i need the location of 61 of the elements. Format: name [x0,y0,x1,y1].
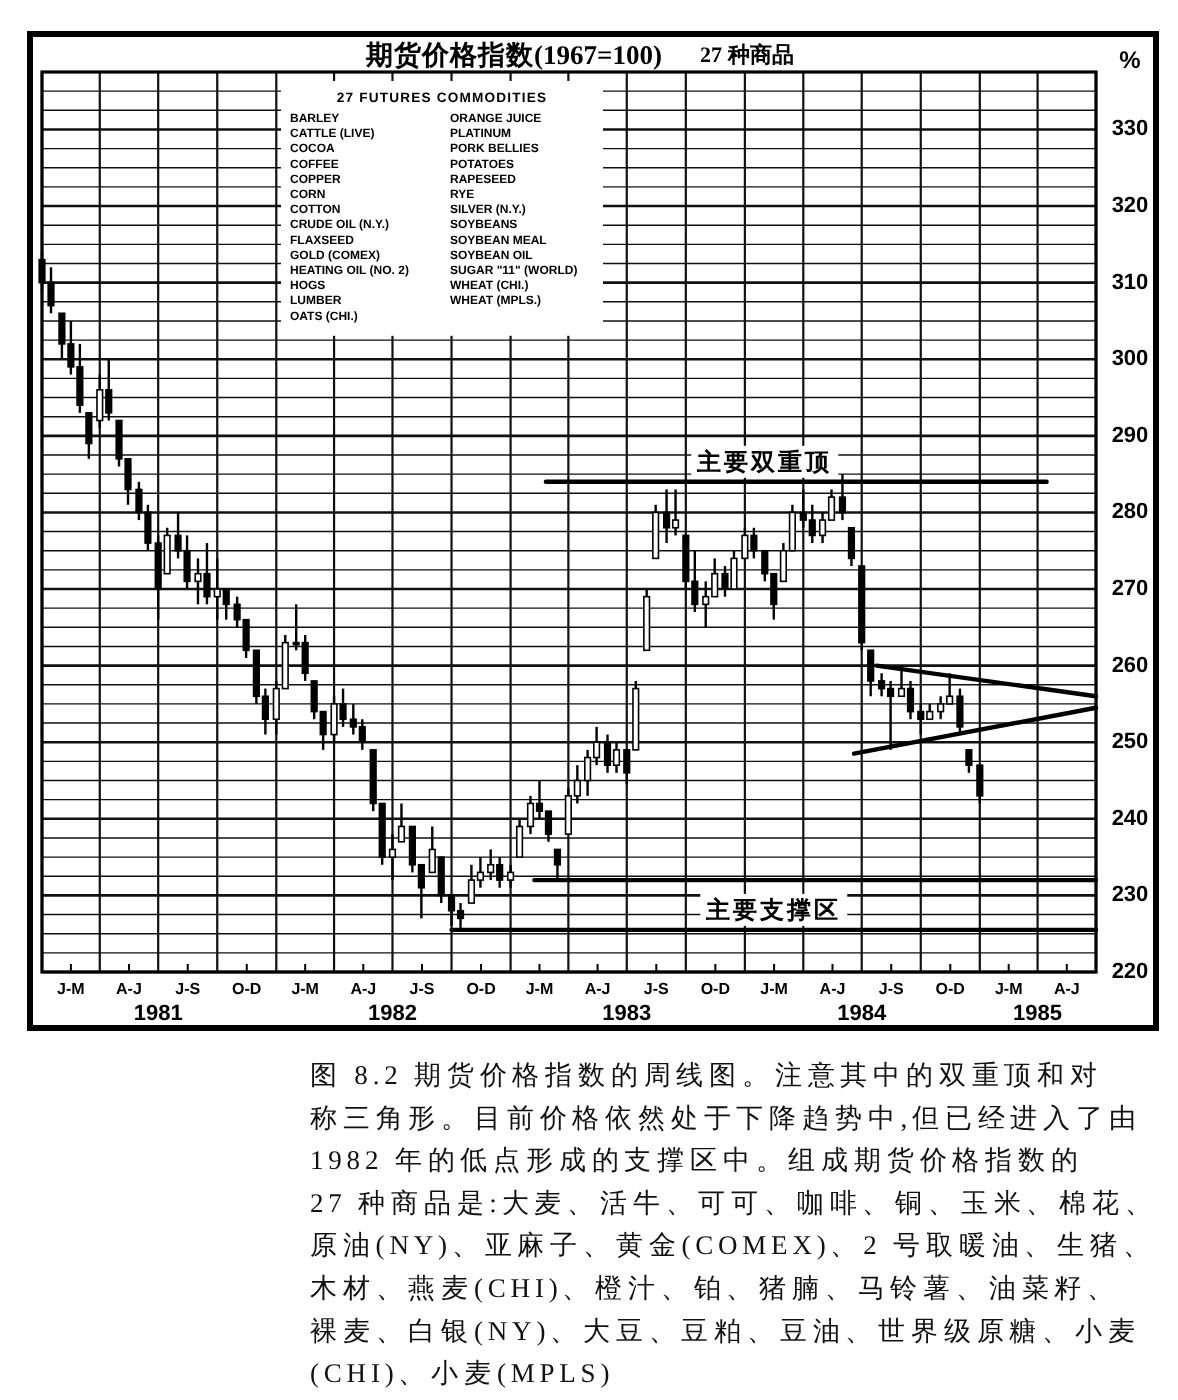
candlestick [397,802,406,843]
text: J-S [878,980,906,998]
candlestick [96,373,104,430]
text: O-D [466,980,497,998]
text: J-M [525,980,554,998]
annotation: 主要支撑区 [704,895,842,924]
x-tick-label: 1983 [602,1002,652,1026]
caption: 图 8.2 期货价格指数的周线图。注意其中的双重顶和对称三角形。目前价格依然处于下降趋势中,但已经进入了由 1982 年的低点形成的支撑区中。组成期货价格指数的 27 种商品是:大麦、活牛、可可、咖啡、铜、玉米、棉花、原油(NY)、亚麻子、黄金(COMEX)、2 号取暖油、生猪、木材、燕麦(CHI)、橙汁、铂、猪腩、马铃薯、油菜籽、裸麦、白银(NY)、大豆、豆粕、豆油、世界级原糖、小麦(CHI)、小麦(MPLS) [310,1060,1158,1389]
y-tick-label: 230 [1111,883,1149,908]
candlestick [878,672,886,698]
text: J-S [643,980,671,998]
candlestick [506,863,515,889]
text: A-J [584,980,611,998]
y-tick-label: 330 [1111,117,1149,142]
candlestick [301,633,309,683]
text: O-D [232,980,262,998]
candlestick [467,863,476,905]
annotation: 主要双重顶 [695,447,833,476]
text: J-S [409,980,436,998]
candlestick [652,503,660,560]
y-tick-label: 240 [1111,806,1149,831]
y-tick-label: 220 [1111,960,1149,984]
candlestick [358,718,366,752]
x-tick-label: 1985 [1013,1002,1063,1026]
x-tick-label: 1981 [133,1002,183,1026]
candlestick [544,809,553,843]
x-tick-label: 1984 [837,1002,888,1026]
x-tick-label: 1982 [367,1002,417,1026]
text: O-D [935,980,966,998]
candlestick [937,695,945,721]
text: J-M [760,980,789,998]
y-tick-label: 250 [1111,730,1149,755]
candlestick [58,312,66,361]
candlestick [526,794,535,836]
text: J-S [175,980,202,998]
y-tick-label: 270 [1111,577,1149,602]
candlestick [702,580,710,629]
y-tick-label: 260 [1111,653,1149,678]
y-tick-label: 300 [1111,347,1149,372]
candlestick [671,488,680,537]
y-tick-label: 310 [1111,270,1149,295]
chart-title: 期货价格指数(1967=100) [364,40,662,70]
text: J-M [291,980,320,998]
candlestick [85,411,93,461]
text: J-M [994,980,1024,998]
text: A-J [350,980,377,998]
y-tick-label: 290 [1111,423,1149,448]
text: J-M [57,980,86,998]
candlestick [662,488,671,545]
y-tick-label: 280 [1111,500,1149,525]
candlestick [603,733,612,775]
chart-subtitle: 27 种商品 [700,42,794,68]
text: O-D [700,980,731,998]
candlestick [847,526,856,568]
candlestick [515,817,524,859]
text: A-J [819,980,846,998]
candlestick [222,587,230,621]
y-axis-title: % [1119,46,1142,74]
text: A-J [116,980,142,998]
y-tick-label: 320 [1111,194,1149,219]
text: A-J [1053,980,1080,998]
